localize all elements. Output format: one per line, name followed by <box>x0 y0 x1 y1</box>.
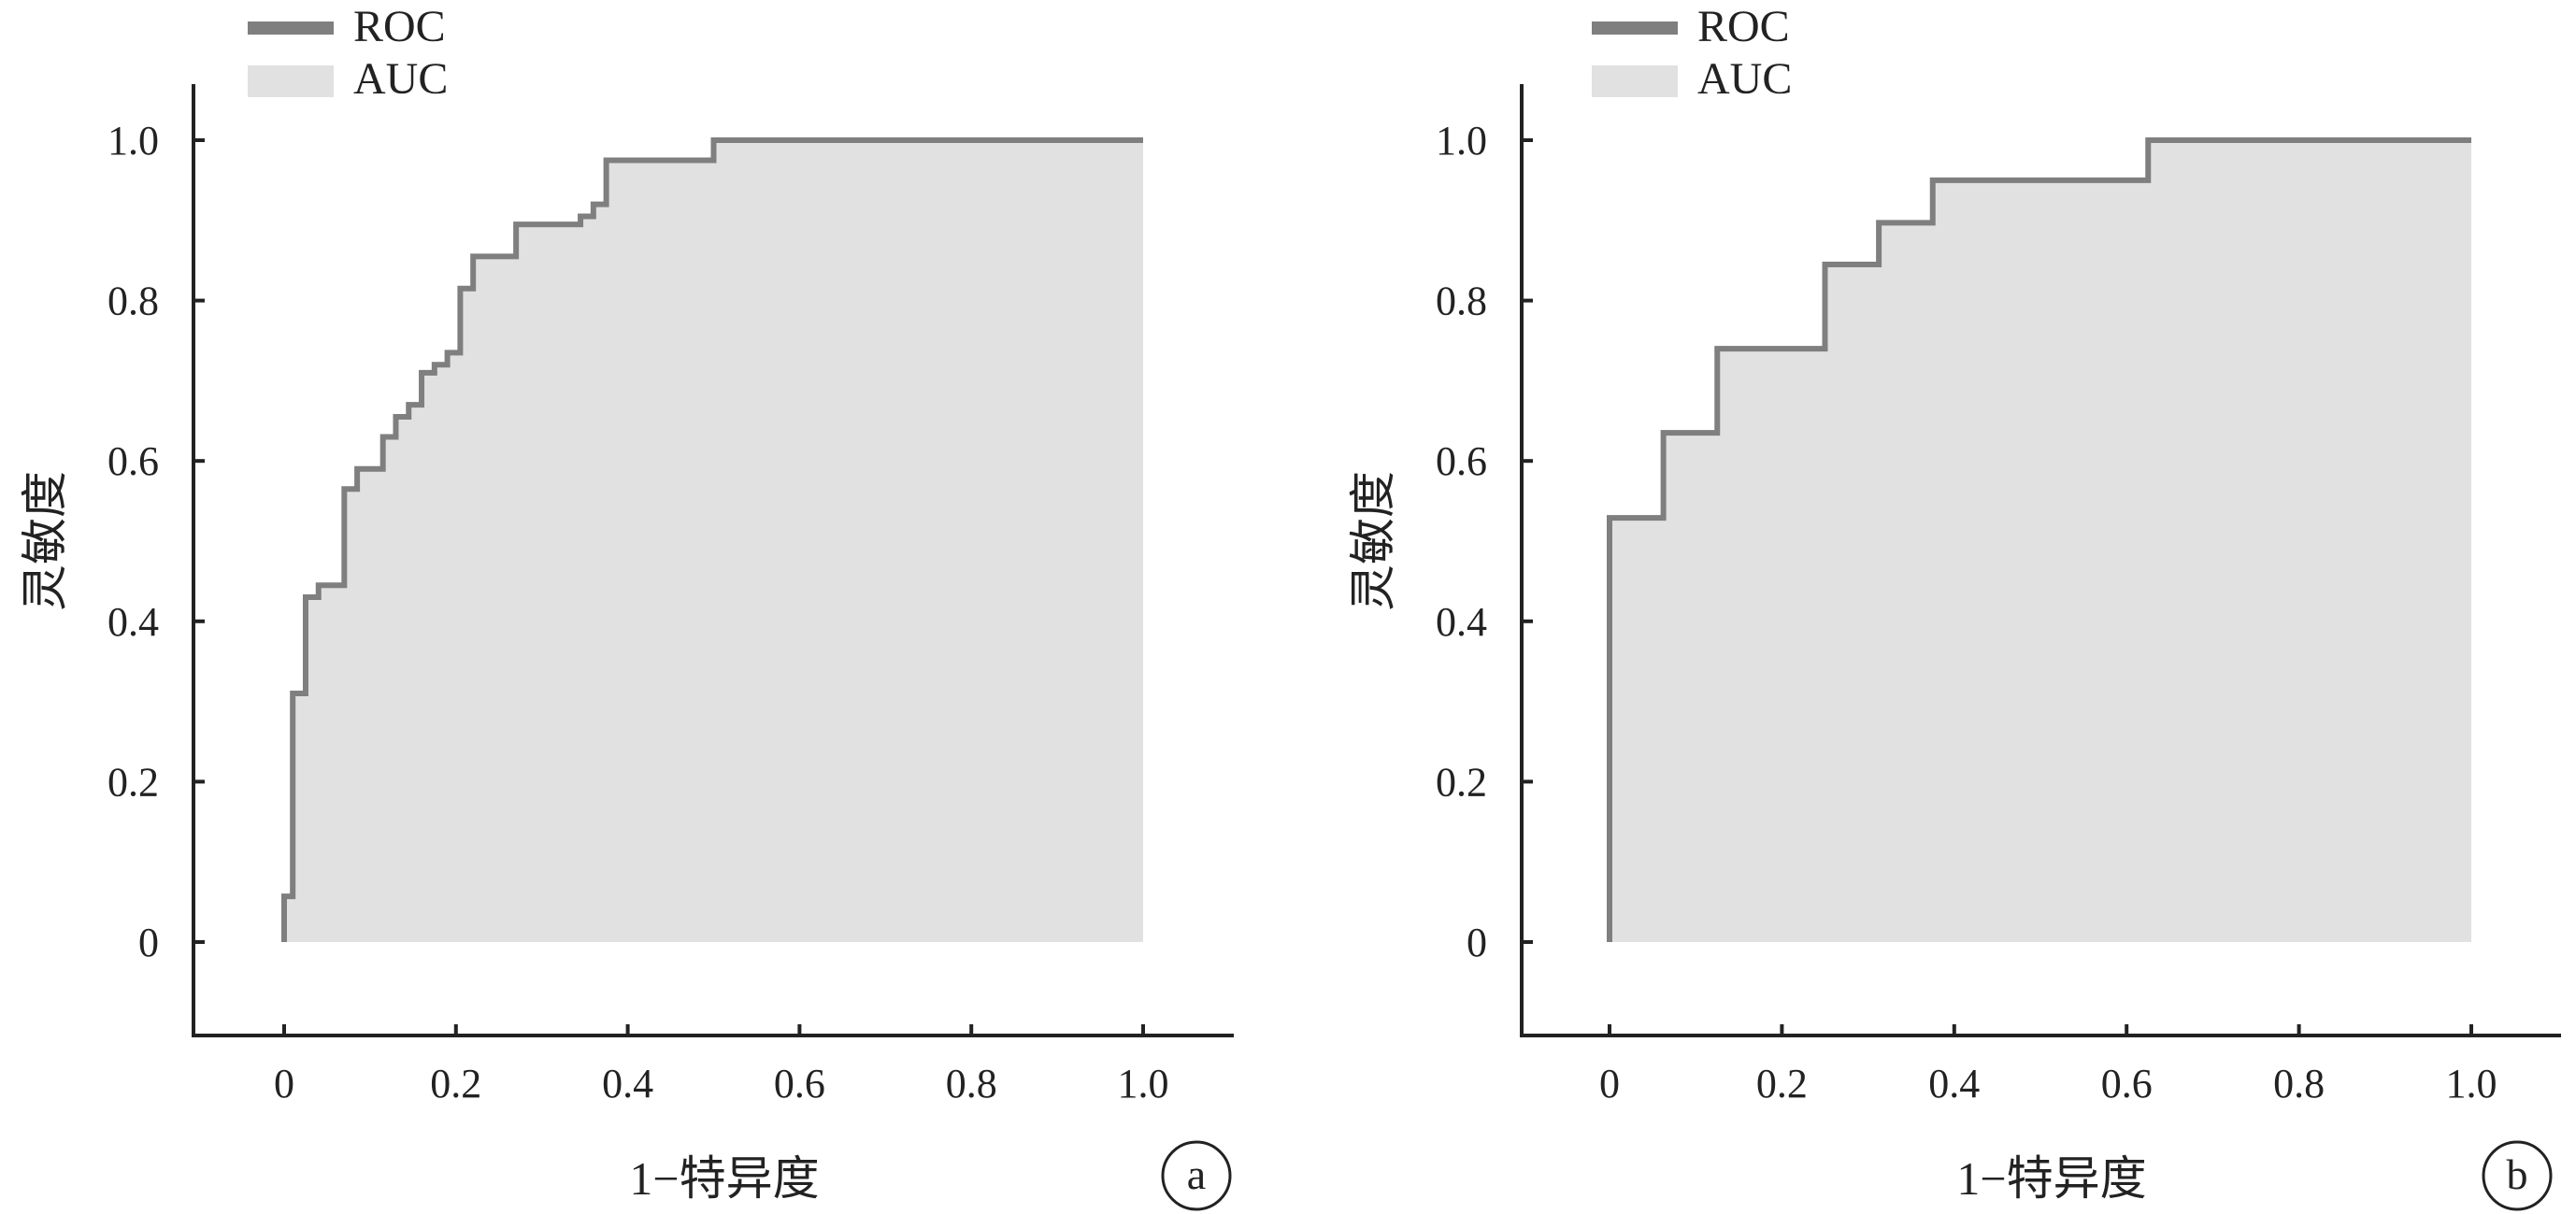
y-tick-label: 0.8 <box>107 279 159 324</box>
y-tick-label: 0.8 <box>1436 279 1487 324</box>
roc-panel-a: 0 0.2 0.4 0.6 0.8 1.0 0 0.2 0.4 0.6 0.8 1.0 1−特异度 灵敏度… <box>19 2 1234 1211</box>
roc-curve <box>1607 137 2471 942</box>
x-tick-label: 0.8 <box>946 1061 997 1107</box>
y-tick-label: 0.2 <box>1436 759 1487 805</box>
legend-roc-label: ROC <box>1697 2 1790 51</box>
legend-auc-label: AUC <box>353 54 448 104</box>
y-tick-label: 0.4 <box>107 599 159 645</box>
y-axis-title: 灵敏度 <box>1347 471 1399 611</box>
panel-label: a <box>1187 1150 1206 1198</box>
x-tick-label: 0.2 <box>430 1061 481 1107</box>
legend-roc-swatch <box>248 21 334 35</box>
legend-roc-label: ROC <box>353 2 446 51</box>
x-tick-label: 0 <box>274 1061 294 1107</box>
x-tick-label: 0 <box>1599 1061 1620 1107</box>
legend-auc-label: AUC <box>1697 54 1792 104</box>
x-tick-label: 0.4 <box>602 1061 653 1107</box>
x-tick-label: 1.0 <box>1118 1061 1169 1107</box>
x-tick-label: 0.6 <box>2101 1061 2153 1107</box>
legend-auc-swatch <box>248 65 334 97</box>
y-tick-label: 0 <box>1467 920 1487 965</box>
y-tick-label: 1.0 <box>107 118 159 164</box>
legend-roc-swatch <box>1592 21 1678 35</box>
roc-panel-b: 0 0.2 0.4 0.6 0.8 1.0 0 0.2 0.4 0.6 0.8 1.0 1−特异度 灵敏度… <box>1347 2 2561 1211</box>
roc-curve <box>281 137 1143 942</box>
x-tick-label: 0.2 <box>1756 1061 1808 1107</box>
legend-auc-swatch <box>1592 65 1678 97</box>
panel-label-circle <box>2482 1140 2553 1211</box>
x-tick-label: 0.6 <box>774 1061 825 1107</box>
y-tick-label: 0.6 <box>107 438 159 484</box>
y-tick-label: 0.4 <box>1436 599 1487 645</box>
x-axis-title: 1−特异度 <box>1956 1152 2146 1205</box>
auc-area <box>1610 140 2471 942</box>
y-tick-label: 1.0 <box>1436 118 1487 164</box>
y-tick-label: 0.2 <box>107 759 159 805</box>
panel-label: b <box>2507 1150 2528 1198</box>
y-axis-title: 灵敏度 <box>19 471 71 611</box>
y-tick-label: 0 <box>138 920 159 965</box>
x-tick-label: 0.8 <box>2273 1061 2325 1107</box>
x-tick-label: 0.4 <box>1928 1061 1980 1107</box>
x-tick-label: 1.0 <box>2446 1061 2497 1107</box>
y-tick-label: 0.6 <box>1436 438 1487 484</box>
x-axis-title: 1−特异度 <box>629 1152 819 1205</box>
panel-label-circle <box>1161 1140 1232 1211</box>
auc-area <box>284 140 1143 942</box>
